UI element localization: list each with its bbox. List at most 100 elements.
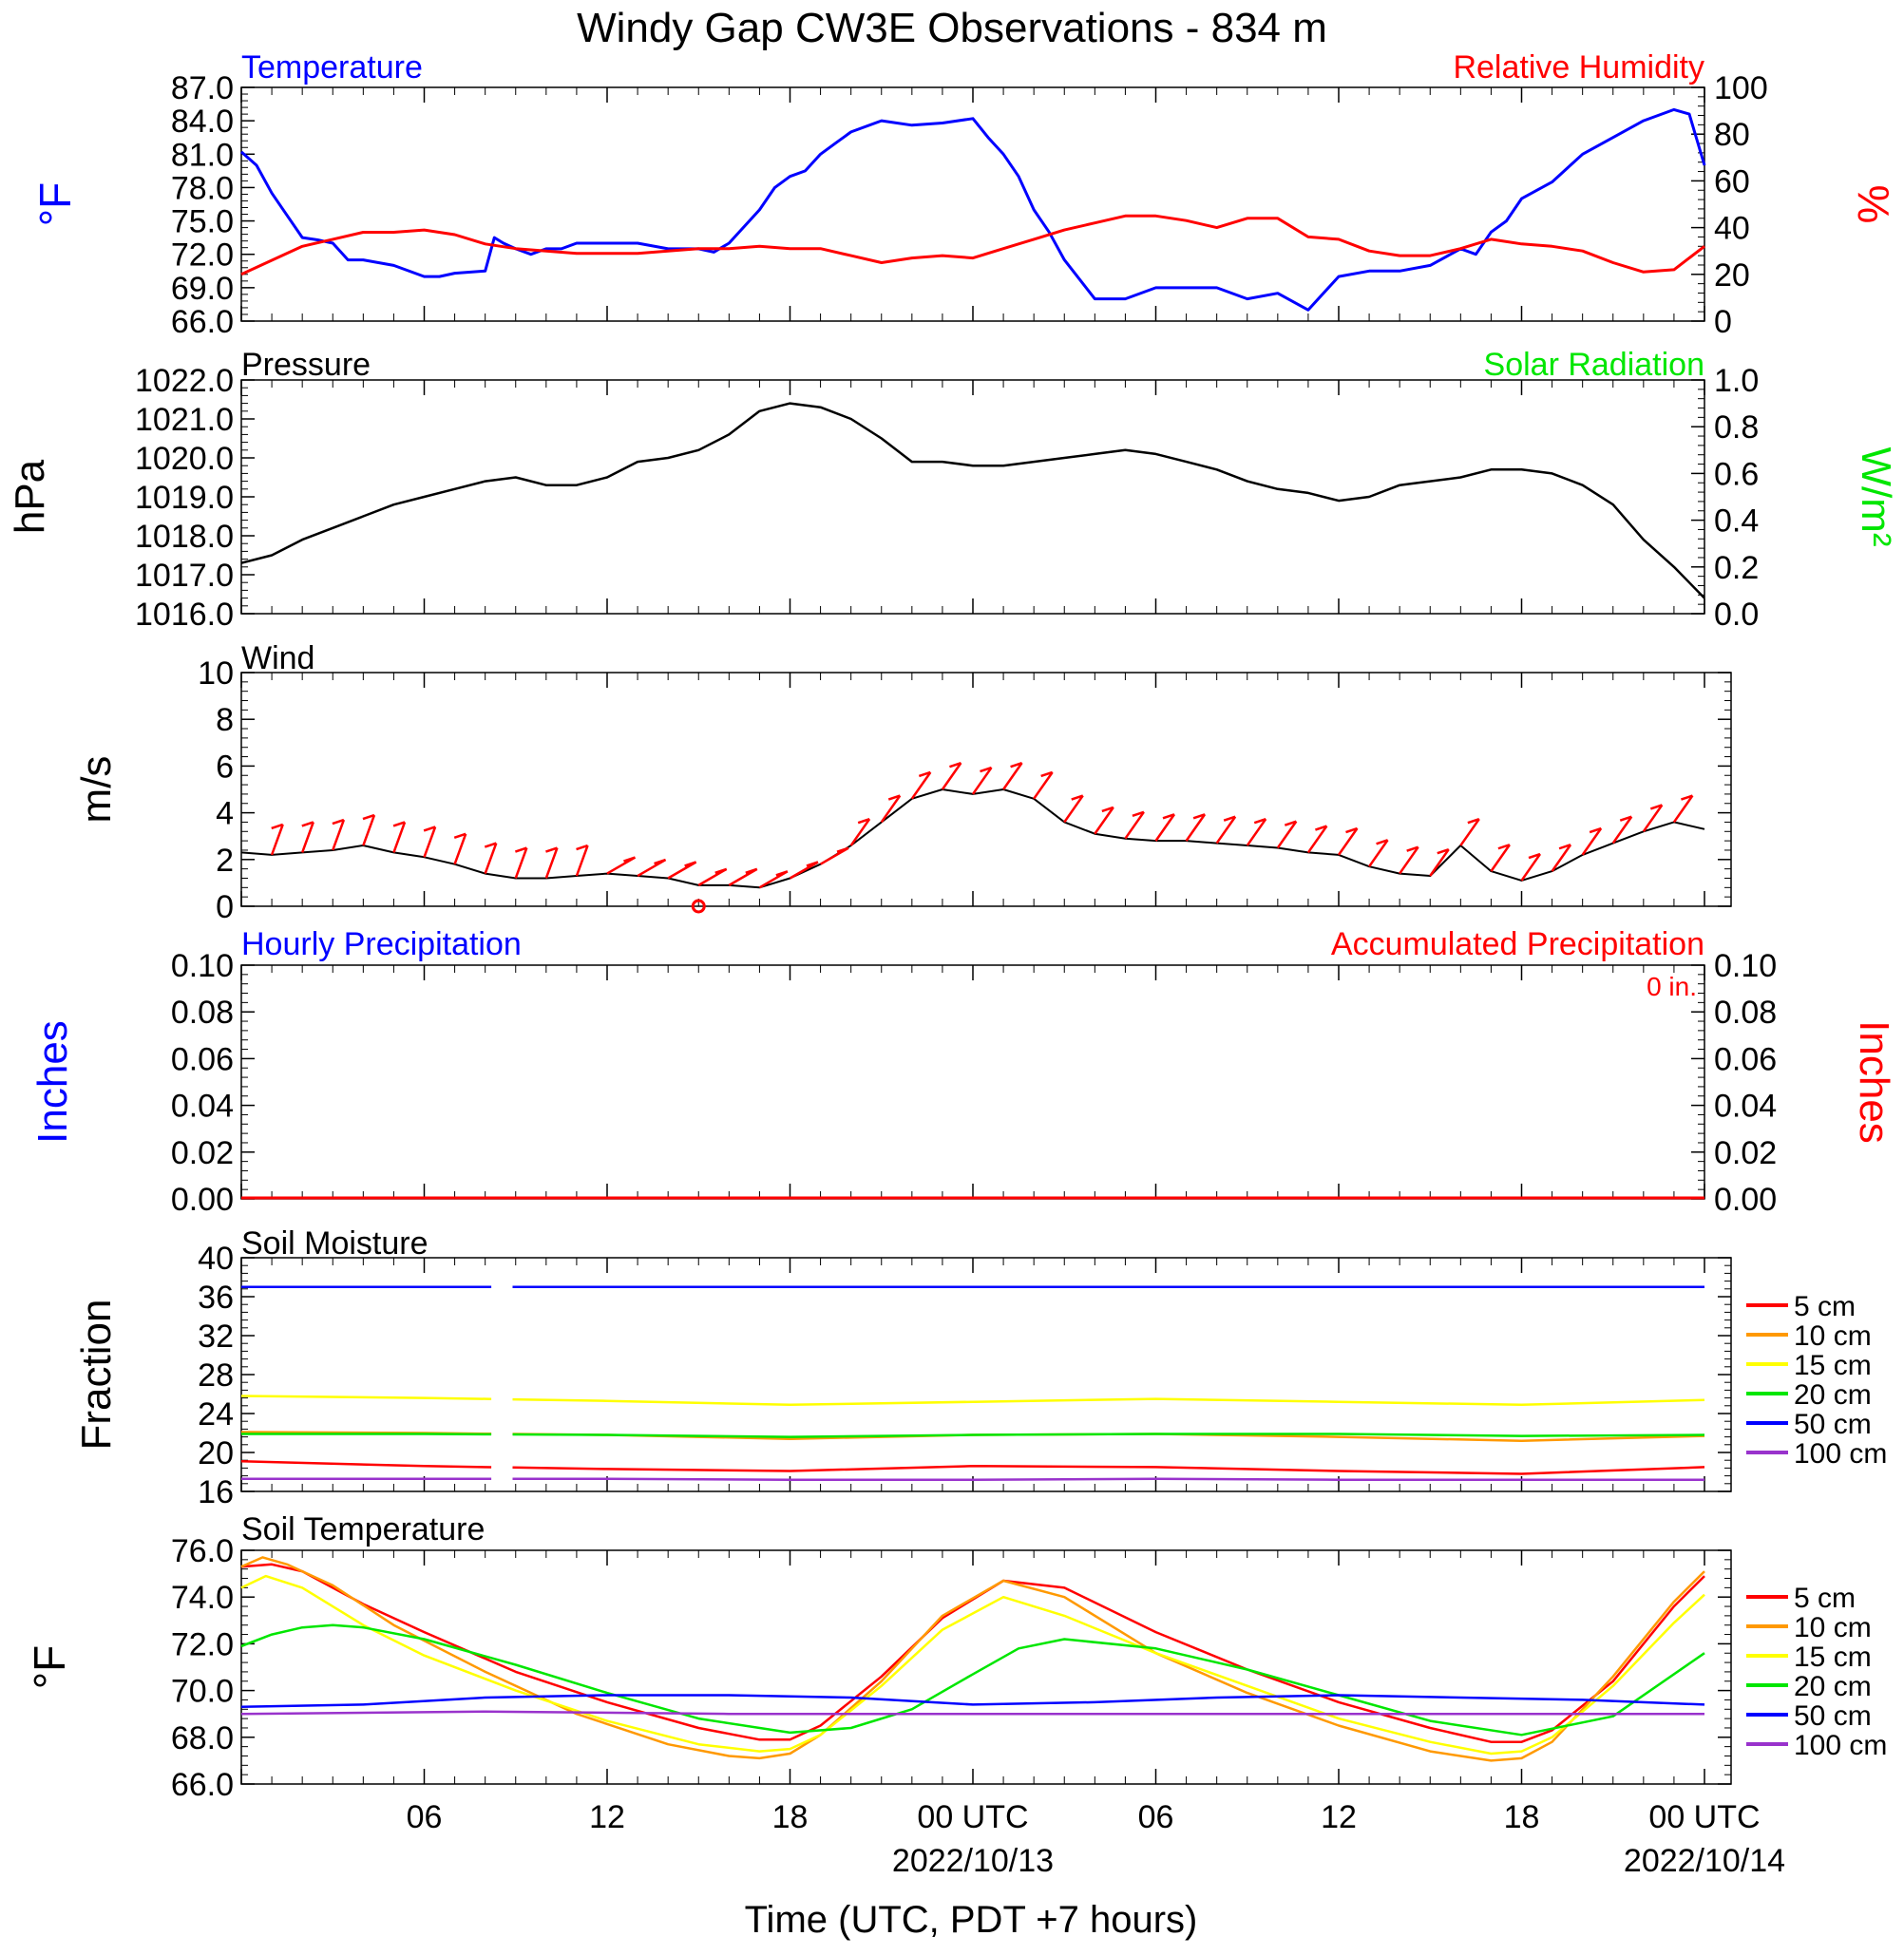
wind-tick-label: 8 [216,702,234,738]
soil-moisture-unit: Fraction [73,1300,120,1451]
temperature-humidity-plot [240,107,1706,312]
soil-temperature-line [240,1574,1705,1756]
soil-moisture-tick-label: 20 [198,1435,234,1471]
wind-barb [1429,848,1450,877]
wind-unit: m/s [73,756,120,824]
legend-label: 20 cm [1794,1379,1872,1411]
soil-moisture-line [512,1477,1704,1481]
humidity-tick-label: 80 [1714,117,1750,153]
soil-moisture-line-group [241,1477,1704,1481]
soil-temperature-line [240,1563,1705,1743]
wind-barb [1215,816,1237,845]
pressure-tick-label: 1019.0 [135,480,234,516]
wind-barb-flag [918,770,931,778]
wind-barb-flag [857,818,870,825]
x-tick-labels: 06 12 18 00 UTC 2022/10/13 06 12 18 00 UTC 2022/1… [407,1799,1786,1879]
wind-barb [453,833,467,865]
wind-barb-flag [576,844,588,851]
accumulated-tick-label: 0.06 [1714,1041,1777,1077]
soil-temperature-tick-label: 76.0 [171,1533,234,1569]
wind-barb [1154,813,1176,842]
wind-barb-flag [949,761,962,769]
wind-barb [362,814,376,846]
wind-barb [300,822,314,853]
soil-temperature-line [240,1694,1705,1709]
wind-barb-flag [1315,825,1327,831]
panel-temperature-humidity: Temperature Relative Humidity °F % 66.06… [30,49,1898,340]
temperature-title: Temperature [241,49,423,85]
legend-label: 50 cm [1794,1700,1872,1732]
pressure-y-axis: 1016.01017.01018.01019.01020.01021.01022… [135,363,255,633]
accumulated-tick-label: 0.02 [1714,1135,1777,1171]
wind-barb-flag [654,858,666,865]
wind-barb-flag [1132,810,1145,817]
pressure-tick-label: 1022.0 [135,363,234,399]
temperature-tick-label: 66.0 [171,304,234,340]
wind-barb-flag [1223,815,1236,822]
legend-label: 100 cm [1794,1730,1887,1761]
wind-barb [1063,794,1084,824]
humidity-tick-label: 0 [1714,304,1732,340]
x-tick-label: 06 [407,1799,443,1835]
soil-temperature-tick-label: 74.0 [171,1580,234,1616]
wind-barb-flag [1253,818,1266,825]
x-tick-label: 18 [1504,1799,1540,1835]
x-tick-label: 00 UTC [917,1799,1028,1835]
temperature-y-axis: 66.069.072.075.078.081.084.087.0 [171,70,255,340]
wind-barb-flag [1162,813,1175,820]
wind-barb-flag [484,842,497,848]
temperature-line [240,107,1706,312]
wind-barb [910,771,932,800]
wind-barb-flag [1558,844,1571,850]
soil-moisture-line [240,1395,492,1400]
temperature-tick-label: 69.0 [171,271,234,307]
x-ticks [240,380,1705,614]
wind-barb [1124,811,1145,840]
plot-frame [240,1257,1732,1492]
wind-barb [270,824,284,856]
wind-barb-flag [423,826,436,832]
wind-barb [514,847,528,879]
precip-tick-label: 0.08 [171,995,234,1031]
wind-barb [1642,804,1664,832]
wind-barb-flag [545,846,558,853]
solar-radiation-tick-label: 0.2 [1714,550,1759,586]
soil-moisture-right-ticks [1718,1257,1731,1492]
wind-barb-flag [1345,826,1358,834]
plot-frame [240,86,1705,322]
accumulated-tick-label: 0.04 [1714,1089,1777,1125]
pressure-title: Pressure [241,347,371,383]
wind-barb-flag [806,861,819,867]
wind-barb-flag [1528,852,1541,860]
wind-right-ticks [1718,672,1731,907]
wind-barb [1276,820,1298,849]
wind-barb-flag [836,846,849,853]
wind-barb-flag [1376,839,1388,845]
soil-moisture-line [512,1433,1705,1438]
x-axis-label: Time (UTC, PDT +7 hours) [745,1899,1198,1941]
soil-temperature-unit: °F [25,1645,74,1690]
temperature-tick-label: 84.0 [171,104,234,140]
precip-tick-label: 0.02 [171,1135,234,1171]
wind-barb-flag [1681,794,1693,801]
soil-moisture-line-group [240,1395,1705,1407]
soil-temperature-plot [240,1556,1705,1762]
wind-barb-flag [332,818,345,826]
soil-moisture-tick-label: 28 [198,1357,234,1394]
wind-barb-flag [453,832,466,839]
wind-barb-flag [362,813,375,821]
x-tick-label: 12 [1321,1799,1357,1835]
wind-barb-flag [1192,813,1206,820]
pressure-tick-label: 1020.0 [135,441,234,477]
pressure-tick-label: 1021.0 [135,402,234,438]
wind-barb-flag [1040,770,1054,778]
soil-temperature-line [240,1556,1705,1762]
legend-label: 5 cm [1794,1583,1856,1614]
soil-temperature-tick-label: 72.0 [171,1626,234,1662]
wind-barb [1399,845,1419,875]
legend-label: 20 cm [1794,1671,1872,1702]
soil-temperature-y-axis: 66.0 68.0 70.0 72.0 74.0 76.0 [171,1533,255,1803]
